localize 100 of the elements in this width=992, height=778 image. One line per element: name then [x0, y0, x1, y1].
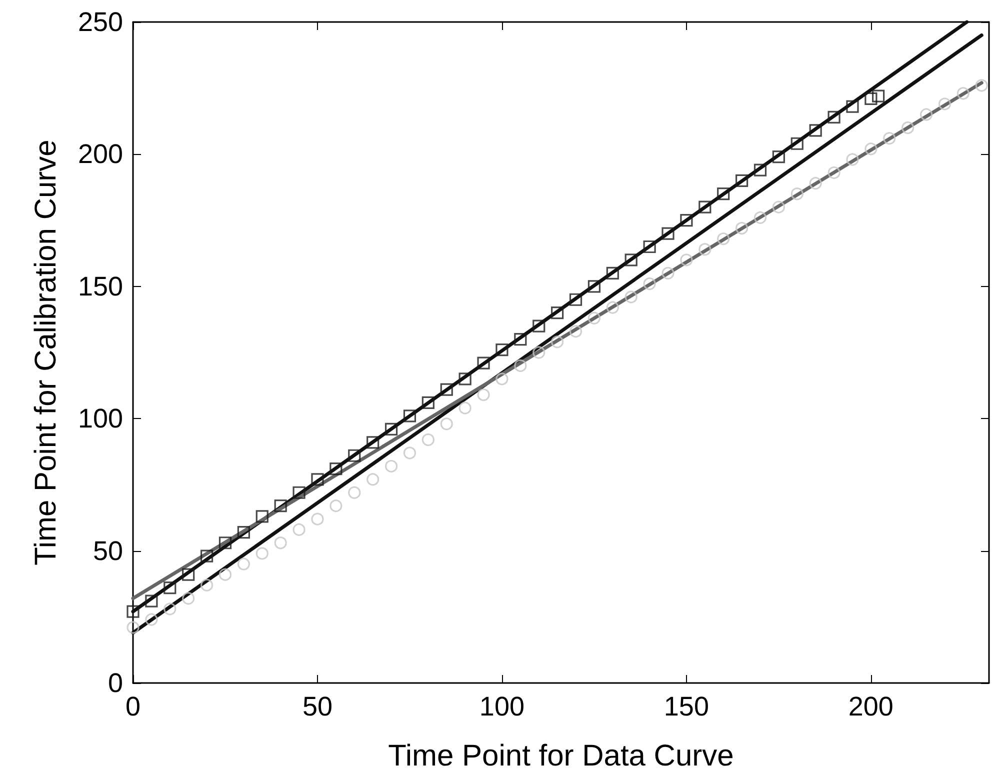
point: [643, 240, 656, 254]
point: [126, 605, 140, 618]
point: [588, 312, 601, 324]
point: [256, 510, 268, 523]
point: [218, 536, 232, 550]
point: [864, 142, 878, 156]
point: [588, 280, 601, 293]
point: [606, 266, 619, 280]
point: [366, 473, 380, 486]
point: [292, 523, 306, 536]
point: [311, 473, 324, 486]
point: [256, 547, 268, 560]
point: [938, 98, 952, 110]
point: [809, 176, 822, 190]
point: [717, 232, 730, 246]
point: [274, 536, 287, 550]
point: [164, 582, 176, 594]
point: [532, 320, 546, 332]
point: [403, 410, 416, 422]
point: [698, 200, 712, 214]
point: [422, 433, 434, 446]
point: [274, 500, 287, 512]
point: [458, 372, 472, 386]
point: [237, 526, 250, 539]
point: [680, 254, 693, 266]
point: [864, 92, 878, 105]
point: [735, 174, 748, 187]
point: [717, 188, 730, 200]
point: [883, 132, 896, 145]
point: [606, 301, 619, 314]
x-tick-label: 150: [664, 692, 709, 722]
point: [975, 79, 988, 92]
point: [736, 222, 748, 235]
point: [790, 137, 804, 150]
point: [846, 153, 859, 166]
point: [164, 602, 176, 616]
point: [772, 150, 785, 164]
y-tick-label: 50: [92, 536, 123, 566]
point: [624, 254, 638, 266]
point: [330, 500, 342, 512]
point: [872, 90, 885, 102]
x-tick-label: 50: [302, 692, 333, 722]
point: [218, 568, 232, 581]
x-axis-title: Time Point for Data Curve: [388, 740, 734, 772]
point: [477, 388, 490, 402]
point: [145, 613, 158, 626]
x-tick-label: 200: [848, 692, 894, 722]
point: [790, 188, 804, 200]
x-tick-label: 100: [479, 692, 524, 722]
point: [754, 211, 767, 224]
point: [551, 336, 564, 348]
point: [514, 359, 527, 372]
point: [496, 372, 508, 386]
point: [126, 621, 140, 634]
point: [551, 306, 564, 320]
point: [809, 124, 822, 137]
point: [754, 164, 767, 176]
point: [828, 110, 840, 124]
point: [477, 356, 490, 370]
point: [514, 332, 527, 346]
point: [458, 402, 472, 414]
point: [662, 266, 674, 280]
point: [643, 277, 656, 290]
y-tick-label: 100: [78, 404, 123, 434]
point: [440, 418, 453, 430]
point: [532, 346, 546, 359]
point: [311, 512, 324, 526]
point: [348, 449, 361, 462]
point: [680, 214, 693, 227]
point: [440, 383, 453, 396]
y-tick-label: 150: [78, 271, 123, 302]
point: [956, 87, 970, 100]
point: [828, 166, 840, 180]
point: [182, 592, 195, 605]
point: [496, 344, 508, 356]
point: [182, 568, 195, 581]
point: [348, 486, 361, 499]
point: [772, 200, 785, 214]
point: [366, 436, 380, 449]
point: [662, 227, 674, 240]
y-tick-label: 250: [78, 7, 123, 37]
point: [237, 558, 250, 570]
point: [624, 290, 638, 304]
point: [846, 100, 859, 113]
point: [330, 462, 342, 476]
point: [902, 121, 914, 134]
point: [569, 325, 582, 338]
point: [384, 460, 398, 472]
y-tick-label: 0: [108, 668, 123, 698]
point: [569, 293, 582, 306]
point: [698, 243, 712, 256]
point: [292, 486, 306, 499]
y-axis-title: Time Point for Calibration Curve: [30, 140, 62, 566]
point: [200, 550, 214, 562]
point: [145, 594, 158, 608]
point: [422, 396, 434, 410]
point: [403, 446, 416, 460]
point: [200, 578, 214, 592]
point: [384, 422, 398, 436]
y-tick-label: 200: [78, 139, 123, 170]
